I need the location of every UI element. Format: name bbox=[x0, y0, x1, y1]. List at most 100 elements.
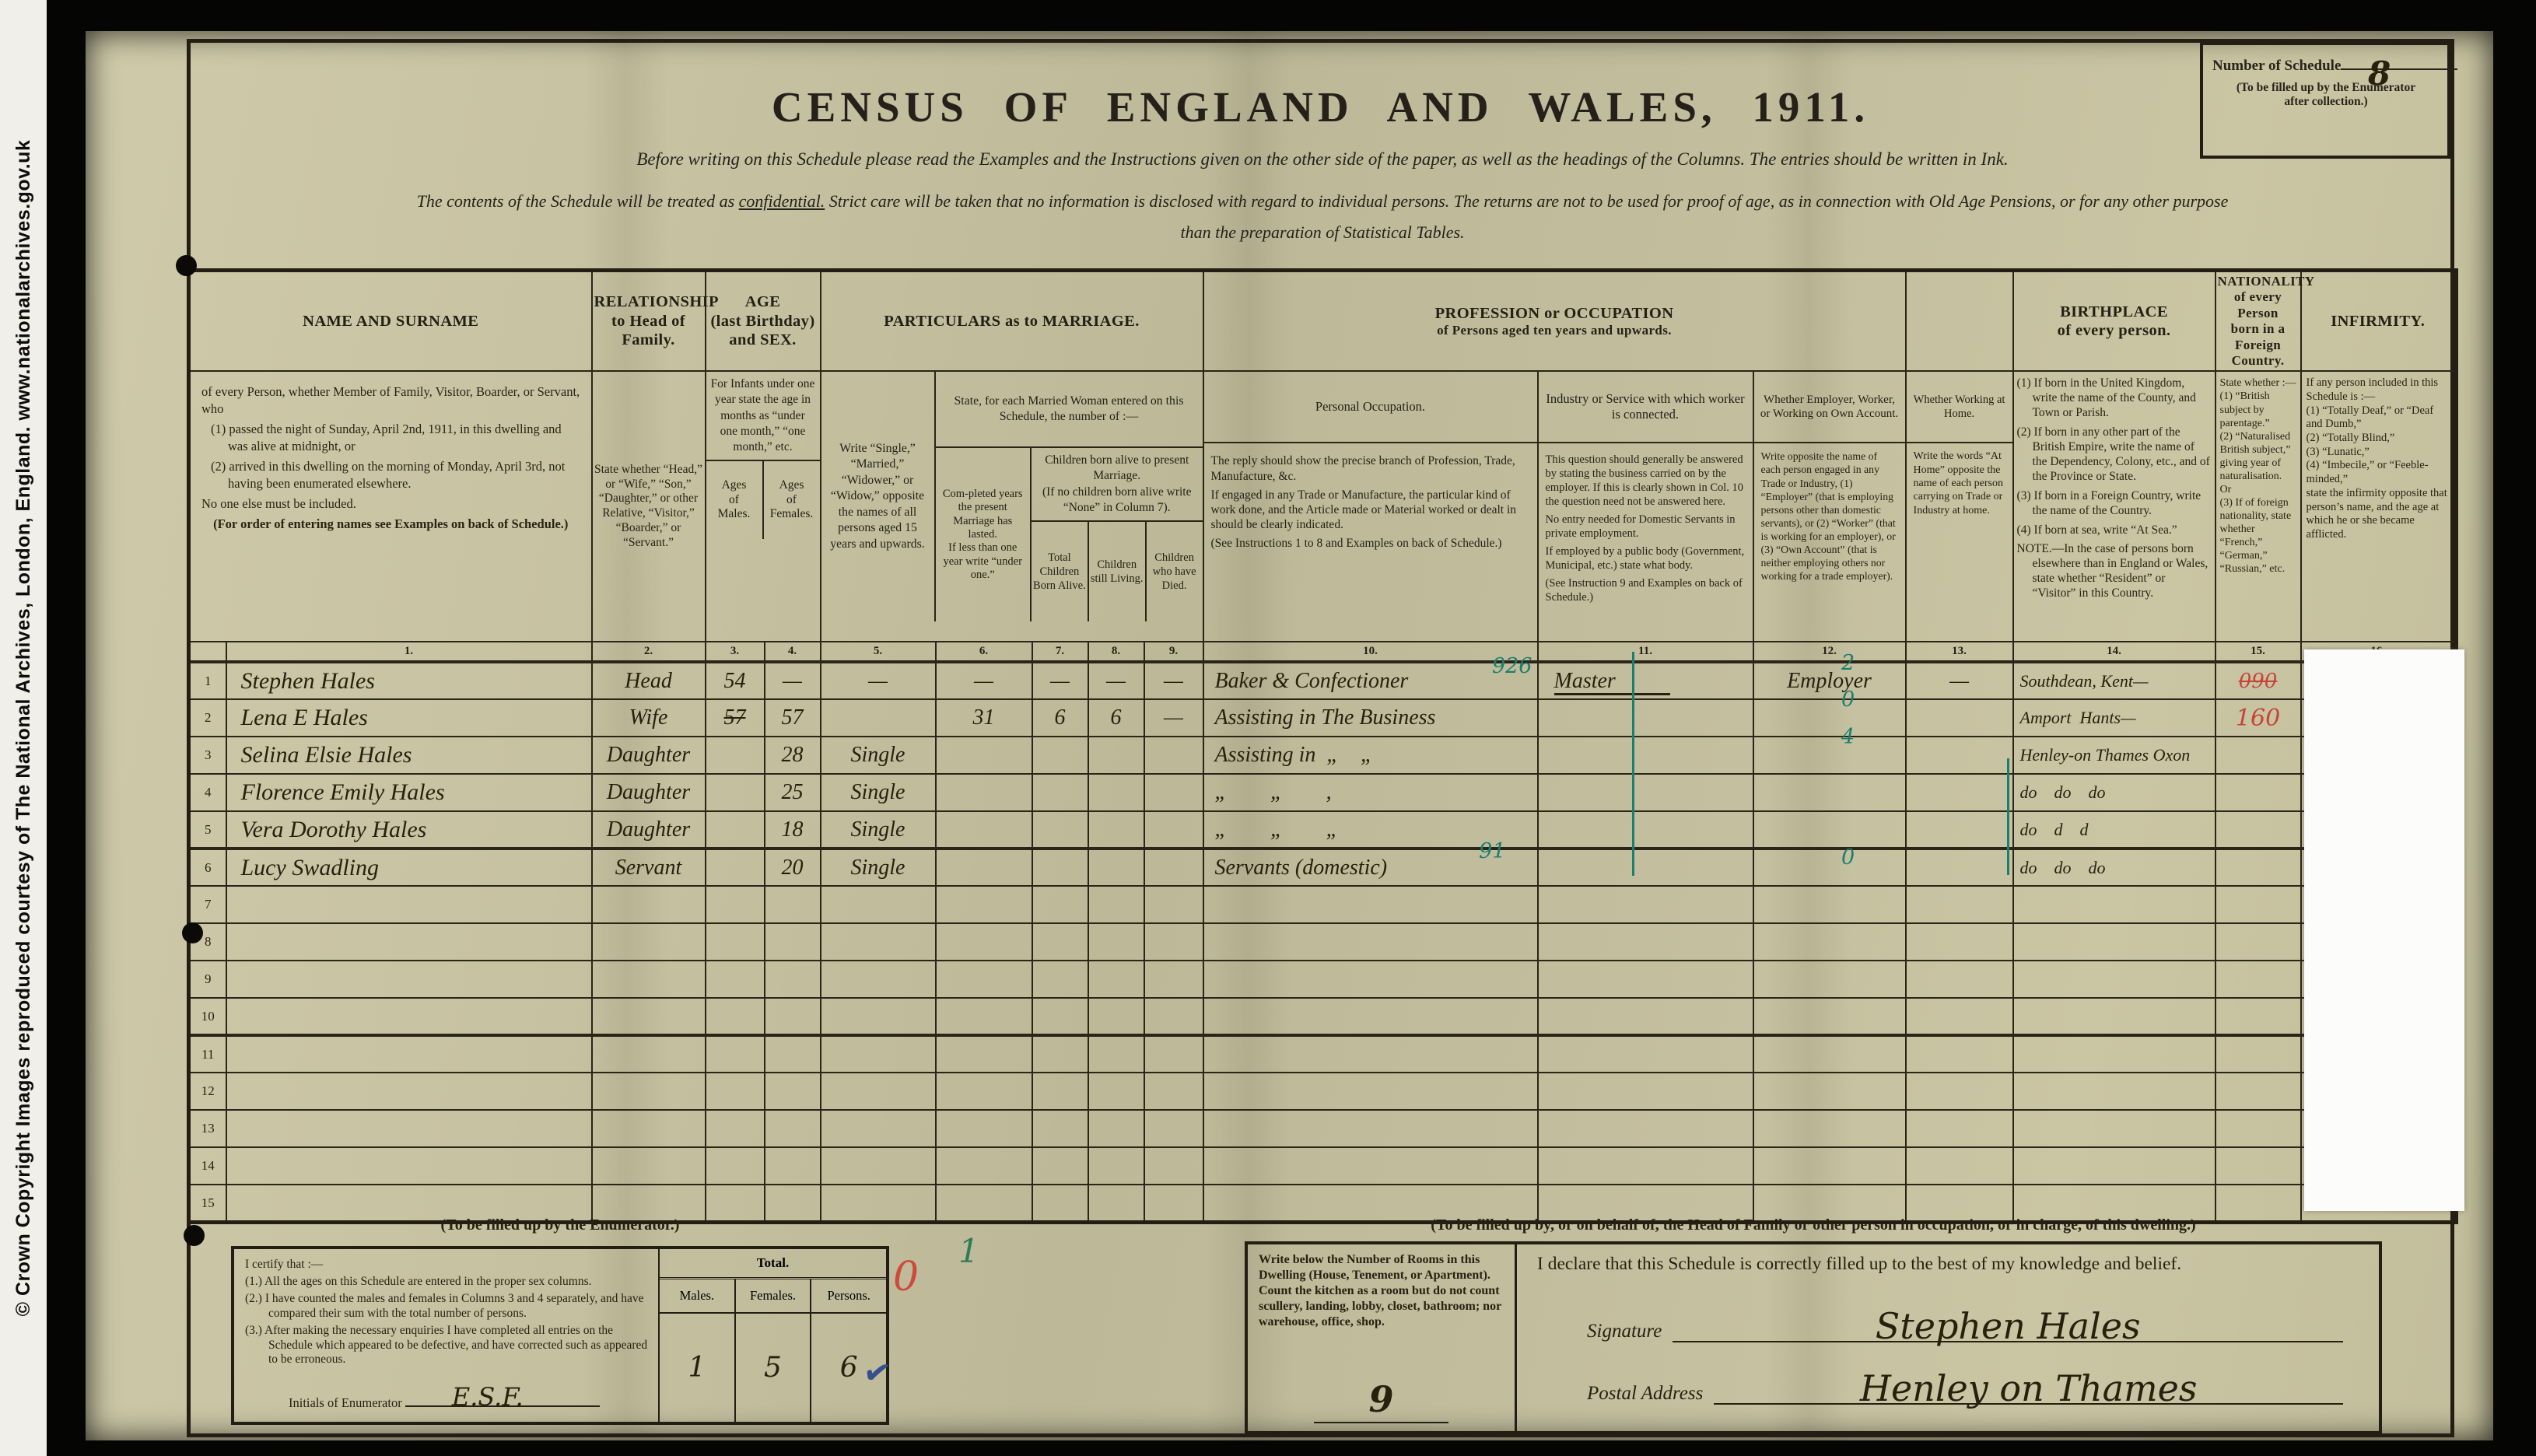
desc-employer: Whether Employer, Worker, or Working on … bbox=[1752, 370, 1907, 643]
cell-employer: 4 bbox=[1752, 725, 1907, 775]
cell-working-home bbox=[1904, 810, 2014, 851]
row-number: 10 bbox=[187, 997, 227, 1038]
cell-nationality bbox=[2214, 960, 2302, 999]
cell-birthplace bbox=[2012, 1072, 2216, 1111]
cell-name: Selina Elsie Hales bbox=[225, 736, 593, 775]
rooms-box: Write below the Number of Rooms in this … bbox=[1248, 1244, 1517, 1431]
cell-age-female bbox=[763, 997, 821, 1038]
cell-marriage bbox=[819, 885, 937, 925]
desc-working-home-text: Write the words “At Home” opposite the n… bbox=[1913, 450, 2003, 516]
annotation-employer-code: 0 bbox=[1841, 845, 1855, 870]
cell-children-born bbox=[1031, 960, 1089, 999]
table-row: 9 bbox=[187, 960, 2457, 999]
cell-children-born bbox=[1031, 1184, 1089, 1223]
cell-children-born bbox=[1031, 1109, 1089, 1149]
cell-relationship bbox=[590, 1146, 706, 1186]
cell-name: Lucy Swadling bbox=[225, 848, 593, 887]
header-working-home-spacer bbox=[1904, 269, 2014, 373]
cell-name bbox=[225, 1184, 593, 1223]
cell-years-married bbox=[934, 922, 1033, 962]
cell-birthplace bbox=[2012, 1184, 2216, 1223]
cell-nationality bbox=[2214, 922, 2302, 962]
cell-age-male bbox=[704, 1072, 765, 1111]
table-row: 4 Florence Emily Hales Daughter 25 Singl… bbox=[187, 773, 2457, 813]
cell-age-female bbox=[763, 1184, 821, 1223]
cell-industry bbox=[1536, 773, 1754, 813]
cell-marriage bbox=[819, 1072, 937, 1111]
column-number: 2. bbox=[590, 641, 706, 664]
cell-marriage bbox=[819, 1146, 937, 1186]
cell-name bbox=[225, 885, 593, 925]
column-number: 12. bbox=[1752, 641, 1907, 664]
cell-industry bbox=[1536, 848, 1754, 887]
desc-employer-text: Write opposite the name of each person e… bbox=[1760, 450, 1896, 583]
table-row: 8 bbox=[187, 922, 2457, 962]
cell-employer: 0 bbox=[1752, 845, 1907, 887]
signature-row: Signature Stephen Hales bbox=[1587, 1305, 2343, 1344]
signature-label: Signature bbox=[1587, 1321, 1662, 1342]
confidential-text: The contents of the Schedule will be tre… bbox=[416, 191, 739, 211]
table-row: 10 bbox=[187, 997, 2457, 1038]
desc-married-woman: State, for each Married Woman entered on… bbox=[935, 372, 1203, 449]
annotation-red-zero: 0 bbox=[893, 1254, 919, 1300]
desc-industry-p1: This question should generally be answer… bbox=[1545, 453, 1744, 509]
cell-relationship: Wife bbox=[590, 698, 706, 738]
cell-occupation: Servants (domestic) 91 bbox=[1202, 839, 1539, 887]
cell-working-home bbox=[1904, 922, 2014, 962]
cell-age-male: 57 bbox=[704, 698, 765, 738]
header-age-sex: AGE (last Birthday) and SEX. bbox=[704, 269, 821, 373]
signature-value: Stephen Hales bbox=[1875, 1305, 2141, 1347]
header-name-surname: NAME AND SURNAME bbox=[187, 269, 593, 373]
occupation-text: Assisting in The Business bbox=[1214, 705, 1436, 730]
cell-marriage: Single bbox=[819, 848, 937, 887]
cell-employer bbox=[1752, 1072, 1907, 1111]
cell-name: Stephen Hales bbox=[225, 661, 593, 701]
rooms-text: Write below the Number of Rooms in this … bbox=[1259, 1253, 1501, 1328]
cell-children-born bbox=[1031, 810, 1089, 851]
cell-occupation: Assisting in „ „ bbox=[1202, 736, 1539, 775]
desc-children-died: Children who have Died. bbox=[1144, 521, 1203, 621]
cell-age-male bbox=[704, 848, 765, 887]
cell-children-born bbox=[1031, 773, 1089, 813]
cell-nationality bbox=[2214, 773, 2302, 813]
cell-age-female: — bbox=[763, 661, 821, 701]
row-number: 9 bbox=[187, 960, 227, 999]
annotation-occupation-code: 91 bbox=[1479, 839, 1506, 864]
column-number: 7. bbox=[1031, 641, 1089, 664]
occupation-text: Assisting in „ „ bbox=[1214, 743, 1373, 768]
cell-working-home bbox=[1904, 885, 2014, 925]
header-nationality: NATIONALITY of every Person born in a Fo… bbox=[2214, 269, 2314, 373]
cell-industry bbox=[1536, 736, 1754, 775]
annotation-green-one: 1 bbox=[958, 1232, 979, 1270]
cell-nationality bbox=[2214, 1034, 2302, 1074]
cell-industry bbox=[1536, 1184, 1754, 1223]
cell-age-female bbox=[763, 922, 821, 962]
cell-birthplace: Southdean, Kent— bbox=[2012, 661, 2216, 701]
cell-working-home bbox=[1904, 1034, 2014, 1074]
cell-nationality bbox=[2214, 885, 2302, 925]
cell-relationship bbox=[590, 922, 706, 962]
cell-working-home bbox=[1904, 1072, 2014, 1111]
cell-children-died bbox=[1143, 810, 1204, 851]
cell-relationship bbox=[590, 885, 706, 925]
household-box: Write below the Number of Rooms in this … bbox=[1245, 1241, 2382, 1434]
cell-employer bbox=[1752, 997, 1907, 1038]
table-row: 3 Selina Elsie Hales Daughter 28 Single … bbox=[187, 725, 2457, 775]
cell-relationship: Head bbox=[590, 661, 706, 701]
column-number: 10. bbox=[1202, 641, 1539, 664]
row-number: 7 bbox=[187, 885, 227, 925]
cell-age-male bbox=[704, 810, 765, 851]
page-title: CENSUS OF ENGLAND AND WALES, 1911. bbox=[771, 83, 1870, 131]
cell-birthplace bbox=[2012, 1146, 2216, 1186]
cell-age-male bbox=[704, 1034, 765, 1074]
header-description-row: of every Person, whether Member of Famil… bbox=[187, 370, 2457, 643]
cell-children-born bbox=[1031, 1146, 1089, 1186]
cell-age-female: 20 bbox=[763, 848, 821, 887]
column-number: 11. bbox=[1536, 641, 1754, 664]
cell-children-born bbox=[1031, 997, 1089, 1038]
enumerator-box: I certify that :— (1.) All the ages on t… bbox=[231, 1246, 889, 1425]
confidential-line: The contents of the Schedule will be tre… bbox=[226, 191, 2419, 212]
desc-name-intro: of every Person, whether Member of Famil… bbox=[201, 384, 580, 416]
cell-years-married bbox=[934, 848, 1033, 887]
cell-age-female: 28 bbox=[763, 736, 821, 775]
